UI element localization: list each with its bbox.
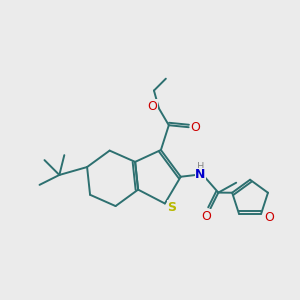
Text: O: O — [190, 121, 200, 134]
Text: O: O — [147, 100, 157, 113]
Text: N: N — [195, 168, 206, 181]
Text: H: H — [197, 162, 204, 172]
Text: O: O — [202, 210, 212, 223]
Text: S: S — [167, 201, 176, 214]
Text: O: O — [264, 211, 274, 224]
